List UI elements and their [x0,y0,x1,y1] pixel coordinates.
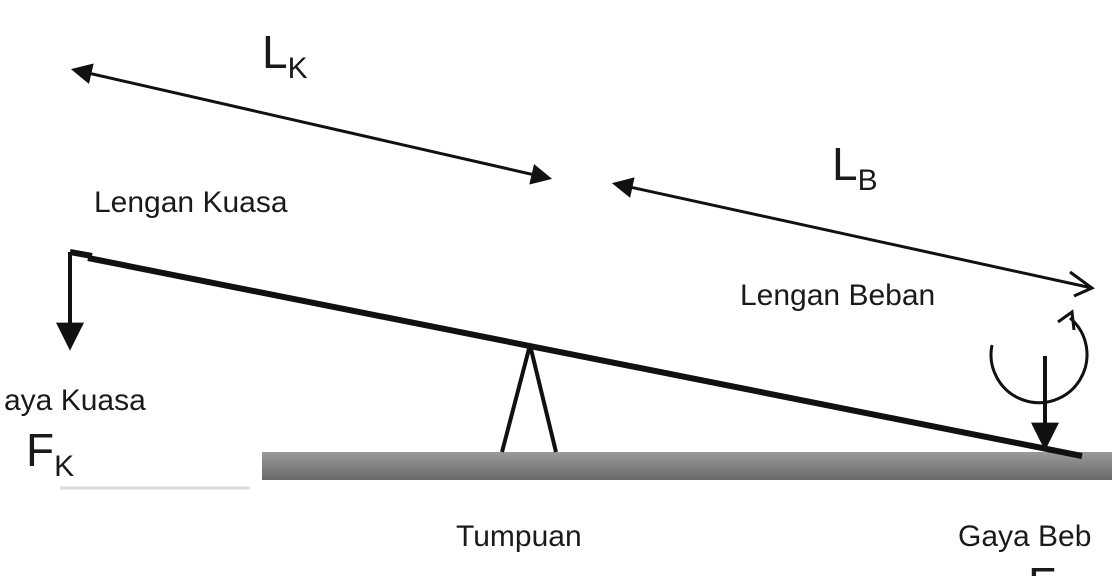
rotation-head [1057,309,1076,331]
effort-label: aya Kuasa [4,384,146,417]
load-arm-arrow [611,177,1093,290]
load-arm-label: Lengan Beban [740,279,935,312]
effort-symbol: FK [26,424,74,483]
lever-end [69,249,93,259]
load-symbol: F [1028,558,1056,576]
load-arm-arrowhead [1069,270,1095,298]
load-label: Gaya Beb [958,520,1091,553]
load-arm-symbol: LB [832,138,878,197]
effort-arm-symbol: LK [262,26,308,85]
ground [262,452,1112,480]
fulcrum-label: Tumpuan [456,520,582,553]
effort-arm-label: Lengan Kuasa [94,186,288,219]
effort-arm-arrow [70,63,553,185]
rotation-arc [989,316,1089,405]
fulcrum [500,344,558,453]
lever-beam [87,255,1083,459]
